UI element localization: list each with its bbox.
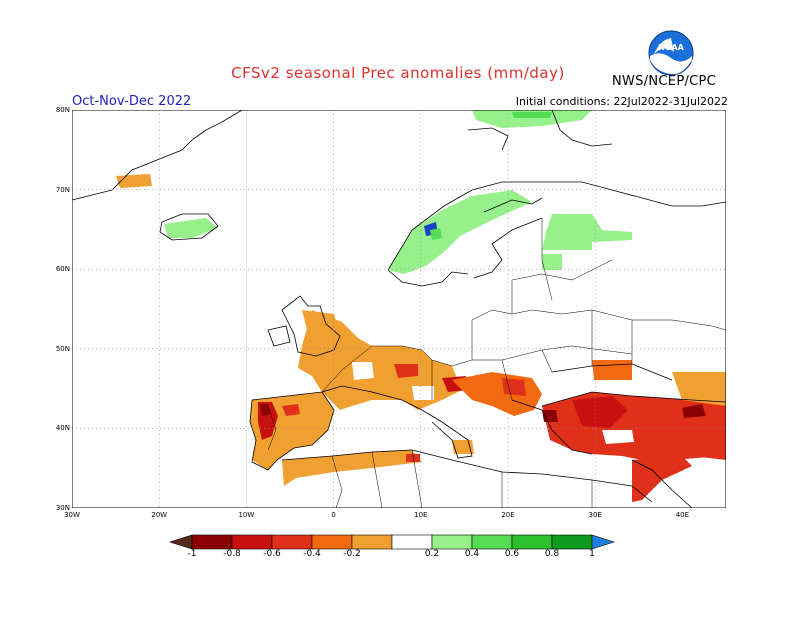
colorbar-tick-label: 0.4 — [464, 549, 480, 559]
longitude-tick-label: 10E — [414, 511, 428, 519]
colorbar-tick-label: 0.2 — [424, 549, 440, 559]
country-borders — [267, 218, 726, 508]
longitude-tick-label: 30W — [64, 511, 80, 519]
longitude-tick-label: 10W — [238, 511, 255, 519]
anomaly-arctic — [472, 110, 592, 128]
colorbar-segment — [551, 534, 593, 550]
latitude-tick-label: 60N — [55, 265, 70, 274]
anomaly-north-africa — [282, 450, 422, 486]
latitude-tick-label: 40N — [55, 424, 70, 433]
colorbar-tick-label: 0.8 — [544, 549, 560, 559]
anomaly-iceland — [164, 218, 218, 238]
latitude-tick-label: 30N — [55, 504, 70, 512]
initial-conditions-label: Initial conditions: 22Jul2022-31Jul2022 — [515, 95, 728, 108]
colorbar-tick-label: -0.4 — [303, 549, 321, 559]
colorbar-segment — [471, 534, 513, 550]
colorbar-segment — [511, 534, 553, 550]
colorbar-tick-label: 1 — [589, 549, 595, 559]
latitude-tick-label: 70N — [55, 185, 70, 194]
longitude-tick-label: 20E — [501, 511, 515, 519]
colorbar-segment — [431, 534, 473, 550]
season-label: Oct-Nov-Dec 2022 — [72, 94, 192, 109]
colorbar-tick-label: -0.6 — [263, 549, 281, 559]
longitude-tick-label: 40E — [675, 511, 690, 519]
colorbar-segment — [351, 534, 393, 550]
svg-text:NOAA: NOAA — [658, 43, 684, 52]
colorbar-segment — [231, 534, 273, 550]
colorbar-segment — [391, 534, 433, 550]
colorbar-tick-label: 0.6 — [504, 549, 520, 559]
colorbar-segment — [271, 534, 313, 550]
colorbar-max-arrow — [591, 534, 615, 550]
colorbar — [170, 534, 615, 550]
graticule — [72, 110, 726, 508]
precipitation-anomaly-map — [72, 110, 726, 508]
longitude-tick-label: 0 — [331, 511, 336, 519]
noaa-logo-icon: NOAA — [648, 30, 694, 76]
anomaly-finland — [542, 214, 632, 250]
map-title: CFSv2 seasonal Prec anomalies (mm/day) — [231, 64, 565, 82]
longitude-tick-label: 30E — [588, 511, 602, 519]
agency-label: NWS/NCEP/CPC — [612, 74, 717, 89]
colorbar-segment — [311, 534, 353, 550]
colorbar-min-arrow — [170, 534, 193, 550]
latitude-tick-label: 50N — [55, 344, 70, 353]
dry-anomaly-regions — [116, 174, 726, 502]
longitude-tick-label: 20W — [151, 511, 168, 519]
colorbar-tick-label: -0.8 — [223, 549, 241, 559]
anomaly-norway — [388, 190, 532, 274]
colorbar-tick-label: -0.2 — [343, 549, 361, 559]
colorbar-segment — [191, 534, 233, 550]
colorbar-tick-label: -1 — [187, 549, 197, 559]
coastlines — [72, 110, 726, 508]
wet-anomaly-regions — [164, 110, 632, 274]
latitude-tick-label: 80N — [55, 106, 70, 114]
anomaly-uk — [302, 310, 342, 354]
